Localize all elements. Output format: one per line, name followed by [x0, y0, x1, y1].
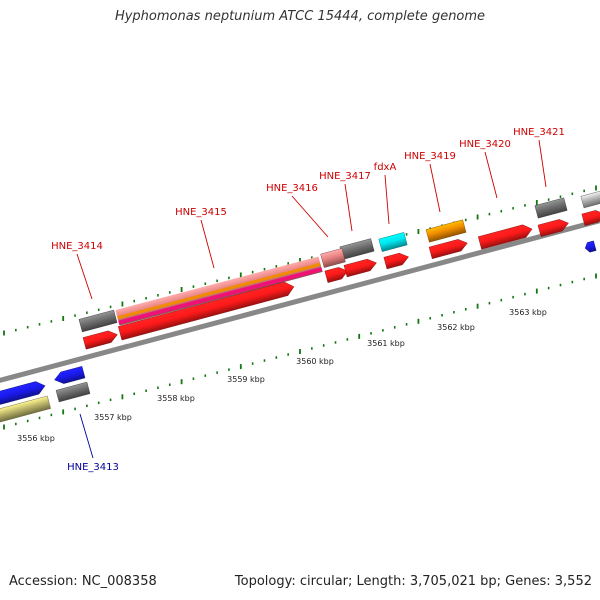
gene-hne-3414	[78, 309, 118, 333]
kbp-label: 3561 kbp	[367, 339, 405, 348]
gene-red-arrow	[428, 239, 468, 259]
gene-hne-3419	[425, 219, 467, 243]
kbp-label: 3560 kbp	[296, 357, 334, 366]
leader-line	[76, 253, 93, 300]
gene-label: HNE_3420	[459, 139, 511, 150]
kbp-label: 3557 kbp	[94, 413, 132, 422]
gene-khaki	[0, 395, 51, 425]
upper-scale-ticks	[3, 185, 597, 336]
gene-label: HNE_3415	[175, 207, 227, 218]
leader-line	[538, 139, 547, 188]
gene-label: HNE_3414	[51, 241, 103, 252]
leader-line	[79, 413, 94, 459]
gene-red-arrow	[343, 258, 377, 278]
gene-red-arrow	[477, 224, 533, 250]
leader-line	[429, 163, 441, 213]
gene-label: HNE_3417	[319, 171, 371, 182]
gene-blue-arrow	[0, 381, 46, 407]
leader-line	[384, 174, 390, 225]
gene-label: fdxA	[374, 162, 397, 173]
lower-scale-ticks	[3, 273, 597, 430]
gene-red-arrow	[581, 210, 600, 226]
leader-line	[200, 219, 215, 269]
kbp-label: 3559 kbp	[227, 375, 265, 384]
gene-label: HNE_3419	[404, 151, 456, 162]
gene-red-arrow	[118, 281, 295, 341]
gene-hne-3417	[339, 238, 375, 260]
gene-label: HNE_3421	[513, 127, 565, 138]
gene-fdxa	[378, 232, 408, 252]
gene-label: HNE_3413	[67, 462, 119, 473]
leader-line	[344, 183, 353, 232]
leader-line	[291, 195, 329, 238]
accession-text: Accession: NC_008358	[9, 574, 157, 589]
leader-line	[484, 151, 498, 199]
gene-hne-3416	[320, 248, 346, 268]
topology-text: Topology: circular; Length: 3,705,021 bp…	[234, 574, 592, 589]
gene-red-arrow	[82, 330, 118, 350]
gene-red-arrow	[383, 252, 409, 270]
gene-hne-3413	[55, 381, 91, 403]
genome-title: Hyphomonas neptunium ATCC 15444, complet…	[114, 9, 486, 24]
gene-blue-arrow	[584, 240, 597, 253]
genome-backbone	[0, 218, 600, 383]
gene-blue-arrow	[54, 366, 86, 384]
gene-label: HNE_3416	[266, 183, 318, 194]
kbp-label: 3563 kbp	[509, 308, 547, 317]
kbp-label: 3558 kbp	[157, 394, 195, 403]
gene-next	[580, 189, 600, 209]
kbp-label: 3556 kbp	[17, 434, 55, 443]
kbp-label: 3562 kbp	[437, 323, 475, 332]
gene-hne-3415	[115, 256, 323, 326]
gene-red-arrow	[537, 219, 569, 237]
gene-hne-3421	[534, 197, 568, 219]
gene-red-arrow	[324, 267, 348, 283]
